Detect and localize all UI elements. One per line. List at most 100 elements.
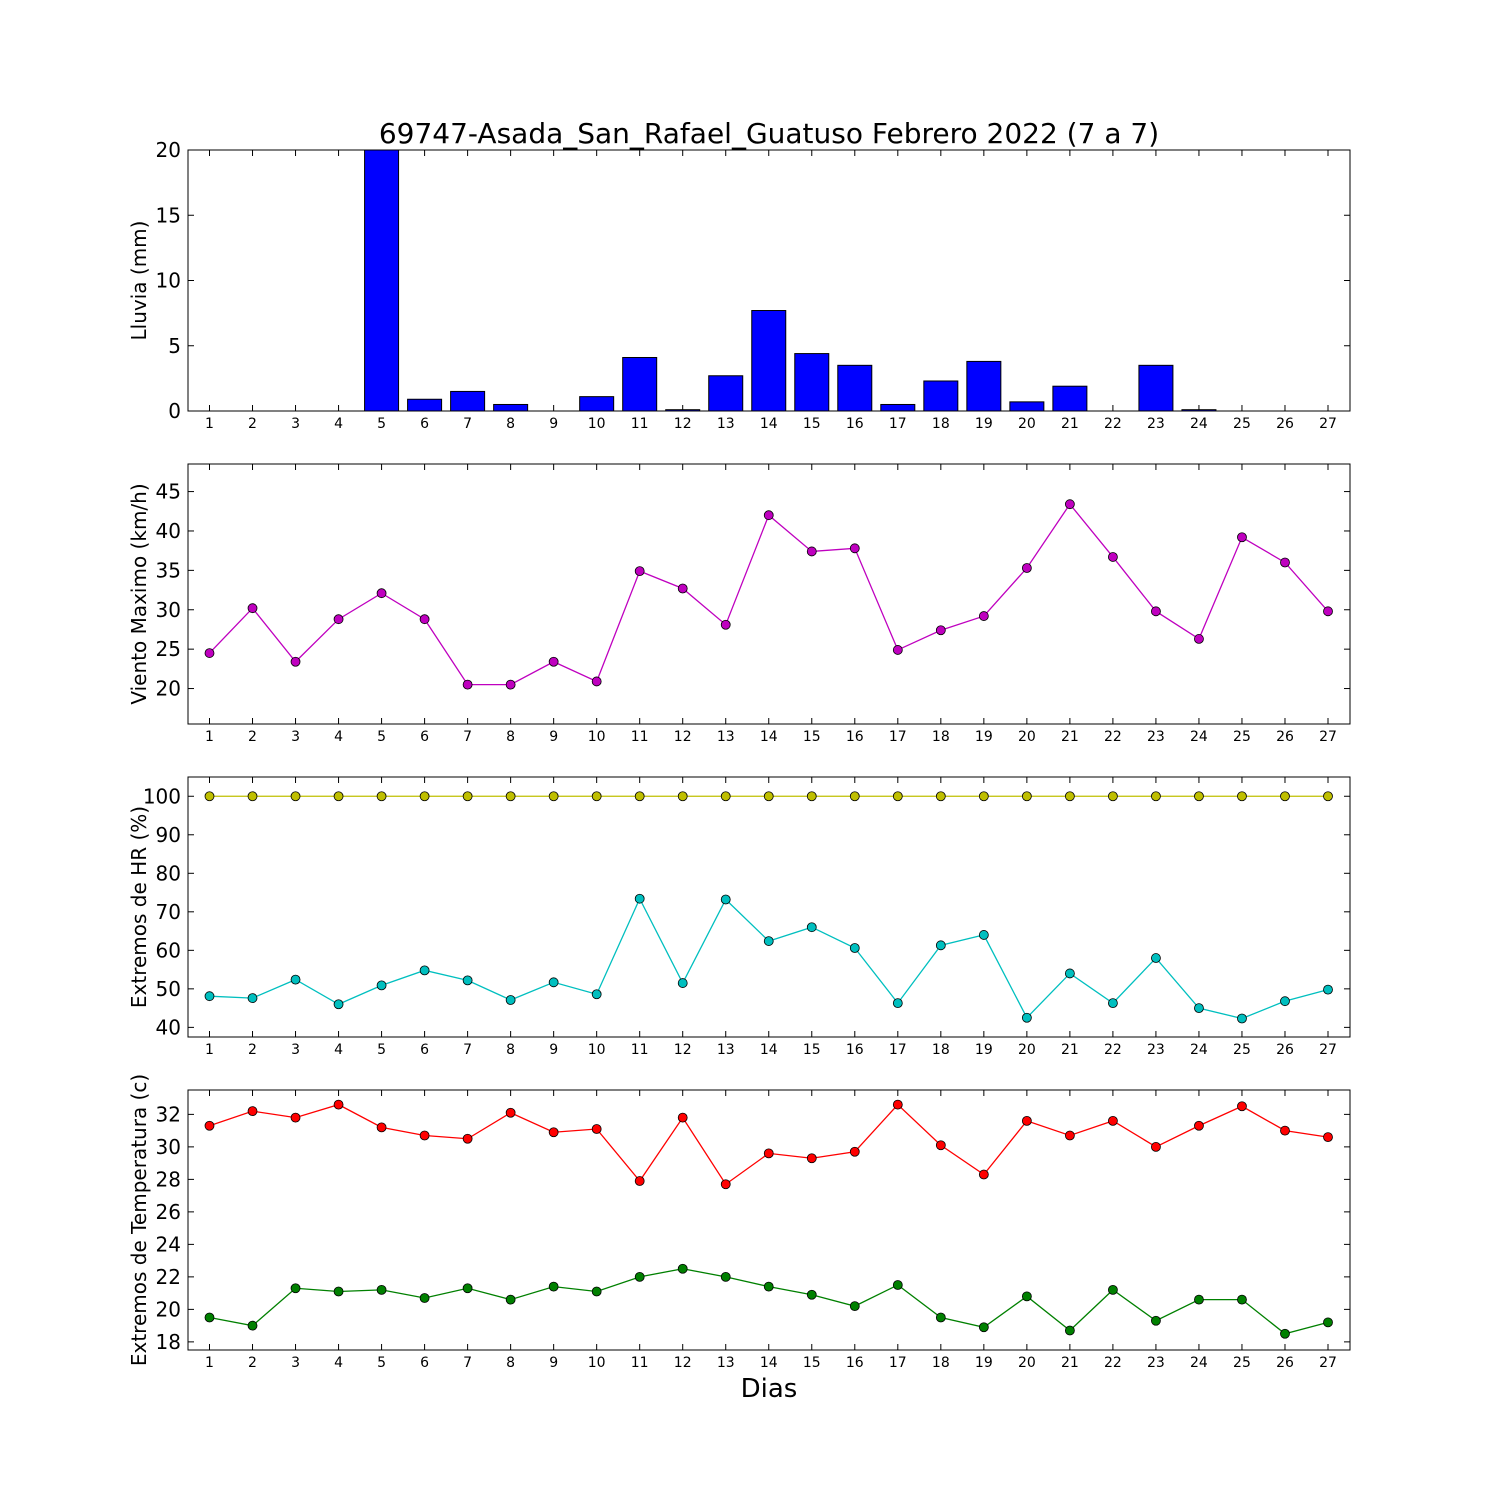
data-point xyxy=(1021,1115,1032,1126)
x-tick-label: 14 xyxy=(760,729,778,745)
x-tick-label: 26 xyxy=(1276,416,1294,432)
rain-bar xyxy=(1181,409,1217,412)
x-tick-label: 21 xyxy=(1061,1042,1079,1058)
data-point xyxy=(1064,1130,1075,1141)
x-tick-label: 24 xyxy=(1190,416,1208,432)
data-point xyxy=(892,1099,903,1110)
data-point xyxy=(1064,791,1075,802)
data-point xyxy=(978,930,989,940)
x-tick-label: 25 xyxy=(1233,729,1251,745)
data-point xyxy=(591,1124,602,1134)
x-tick-label: 19 xyxy=(975,1042,993,1058)
x-tick-label: 18 xyxy=(932,729,950,745)
y-axis-label: Extremos de HR (%) xyxy=(127,806,151,1008)
x-tick-label: 25 xyxy=(1233,1355,1251,1371)
data-point xyxy=(634,1176,645,1186)
x-tick-label: 9 xyxy=(549,1042,558,1058)
data-point xyxy=(1323,984,1333,995)
data-point xyxy=(1151,791,1161,802)
data-point xyxy=(677,1112,688,1123)
data-point xyxy=(1237,1013,1247,1024)
data-point xyxy=(333,791,344,802)
data-point xyxy=(548,791,559,802)
data-point xyxy=(505,1294,516,1305)
x-tick-label: 27 xyxy=(1319,1355,1337,1371)
y-tick-label: 35 xyxy=(156,558,181,582)
x-tick-label: 23 xyxy=(1147,416,1165,432)
data-point xyxy=(548,1281,559,1292)
data-point xyxy=(1280,557,1290,568)
x-tick-label: 9 xyxy=(549,416,558,432)
data-point xyxy=(978,611,989,621)
data-point xyxy=(591,676,602,687)
data-point xyxy=(849,543,860,554)
x-tick-label: 11 xyxy=(631,1355,649,1371)
data-point xyxy=(548,1127,559,1138)
data-point xyxy=(1108,1284,1118,1295)
data-point xyxy=(1280,996,1290,1007)
data-point xyxy=(1021,563,1032,573)
data-point xyxy=(1021,791,1032,802)
data-point xyxy=(1021,1291,1032,1302)
x-tick-label: 8 xyxy=(506,1355,515,1371)
x-tick-label: 19 xyxy=(975,1355,993,1371)
rain-bar xyxy=(1009,401,1045,412)
rain-bar xyxy=(622,356,658,412)
data-point xyxy=(333,1286,344,1297)
data-point xyxy=(1280,791,1290,802)
data-point xyxy=(1021,1012,1032,1023)
x-tick-label: 6 xyxy=(420,729,429,745)
x-tick-label: 3 xyxy=(291,1355,300,1371)
x-tick-label: 22 xyxy=(1104,729,1122,745)
y-axis-label: Lluvia (mm) xyxy=(127,221,151,341)
x-tick-label: 6 xyxy=(420,1042,429,1058)
rain-bar xyxy=(665,409,701,412)
data-point xyxy=(634,566,645,577)
data-point xyxy=(419,791,430,802)
y-tick-label: 20 xyxy=(156,677,181,701)
y-tick-label: 20 xyxy=(156,138,181,162)
data-point xyxy=(462,679,473,690)
x-tick-label: 19 xyxy=(975,416,993,432)
x-tick-label: 5 xyxy=(377,1355,386,1371)
data-point xyxy=(462,1283,473,1294)
data-point xyxy=(720,894,731,905)
x-tick-label: 26 xyxy=(1276,1042,1294,1058)
series-line xyxy=(209,1103,1329,1186)
data-point xyxy=(763,1148,774,1159)
data-point xyxy=(548,656,559,667)
x-tick-label: 23 xyxy=(1147,1042,1165,1058)
x-tick-label: 17 xyxy=(889,416,907,432)
x-tick-label: 5 xyxy=(377,416,386,432)
data-point xyxy=(1151,1141,1161,1152)
x-tick-label: 4 xyxy=(334,729,343,745)
x-tick-label: 4 xyxy=(334,416,343,432)
data-point xyxy=(376,1122,387,1133)
x-tick-label: 9 xyxy=(549,1355,558,1371)
x-tick-label: 24 xyxy=(1190,1355,1208,1371)
rain-bar xyxy=(923,380,959,412)
y-tick-label: 0 xyxy=(168,399,181,423)
x-tick-label: 21 xyxy=(1061,1355,1079,1371)
data-point xyxy=(376,980,387,991)
y-tick-label: 40 xyxy=(156,519,181,543)
rain-bar xyxy=(407,398,443,412)
y-tick-label: 30 xyxy=(156,598,181,622)
data-point xyxy=(720,1271,731,1282)
x-tick-label: 8 xyxy=(506,729,515,745)
plot-frame xyxy=(187,463,1351,725)
y-tick-label: 25 xyxy=(156,637,181,661)
data-point xyxy=(935,1312,946,1323)
x-tick-label: 16 xyxy=(846,1355,864,1371)
data-point xyxy=(978,791,989,802)
data-point xyxy=(763,510,774,521)
data-point xyxy=(333,999,344,1010)
data-point xyxy=(1194,634,1204,644)
data-point xyxy=(935,1140,946,1151)
x-tick-label: 26 xyxy=(1276,729,1294,745)
data-point xyxy=(634,791,645,802)
x-tick-label: 14 xyxy=(760,1042,778,1058)
data-point xyxy=(591,1286,602,1297)
